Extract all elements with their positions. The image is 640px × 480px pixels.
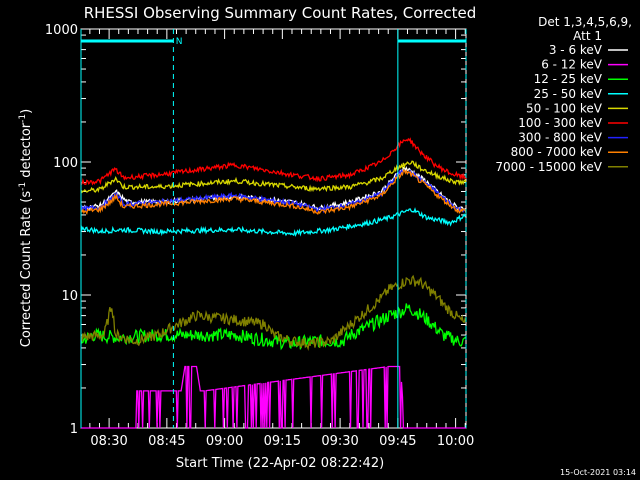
series-line [81,365,466,429]
legend-label: 100 - 300 keV [518,116,602,130]
y-tick-label: 1000 [45,23,78,38]
legend-title-line1: Det 1,3,4,5,6,9, [538,15,632,29]
legend-label: 25 - 50 keV [534,87,603,101]
legend-label: 3 - 6 keV [549,43,603,57]
legend-label: 50 - 100 keV [526,101,603,115]
series-line [80,168,467,214]
chart-title: RHESSI Observing Summary Count Rates, Co… [84,4,477,22]
axis-ticks [81,29,466,429]
y-tick-label: 100 [53,156,78,171]
y-axis-label-exp2: -1 [18,114,28,123]
y-tick-label: 10 [61,289,78,304]
x-tick-label: 10:00 [437,434,474,449]
x-tick-label: 08:45 [148,434,185,449]
x-tick-labels: 08:30 08:45 09:00 09:15 09:30 09:45 10:00 [90,434,474,449]
x-tick-label: 08:30 [90,434,127,449]
series-line [80,137,467,186]
series-line [80,303,467,351]
x-tick-label: 09:45 [379,434,416,449]
y-axis-label-mid: detector [19,122,34,182]
y-axis-label-exp1: -1 [18,182,28,191]
series-line [80,207,467,237]
x-tick-label: 09:30 [321,434,358,449]
series-lines [80,137,467,429]
series-line [80,168,467,216]
series-line [80,160,467,194]
legend-label: 7000 - 15000 keV [495,160,602,174]
observing-intervals: N [80,29,467,428]
interval-annotation: N [176,37,183,47]
x-axis-label: Start Time (22-Apr-02 08:22:42) [176,456,384,471]
x-tick-label: 09:15 [264,434,301,449]
legend-title-line2: Att 1 [573,29,602,43]
y-axis-label-main: Corrected Count Rate (s [19,191,34,348]
y-tick-label: 1 [70,422,78,437]
y-tick-labels: 1 10 100 1000 [45,23,78,437]
series-line [80,274,467,352]
legend-label: 800 - 7000 keV [511,145,603,159]
legend-label: 300 - 800 keV [518,131,602,145]
y-axis-label: Corrected Count Rate (s-1 detector-1) [18,109,34,347]
legend-label: 6 - 12 keV [541,58,603,72]
x-tick-label: 09:00 [206,434,243,449]
legend-label: 12 - 25 keV [534,72,603,86]
y-axis-label-end: ) [19,109,34,114]
footer-timestamp: 15-Oct-2021 03:14 [560,468,636,477]
